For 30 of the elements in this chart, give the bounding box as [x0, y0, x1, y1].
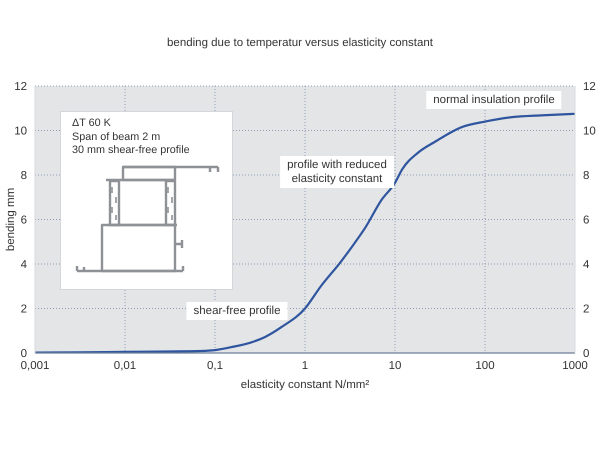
- y-tick-label: 10: [14, 126, 27, 138]
- y2-tick-label: 12: [583, 81, 596, 94]
- annotation: shear-free profile: [194, 304, 280, 318]
- y2-tick-label: 4: [583, 259, 590, 272]
- y-axis-title: bending mm: [5, 188, 17, 252]
- annotation: 30 mm shear-free profile: [72, 144, 190, 158]
- y-tick-label: 6: [20, 214, 27, 227]
- x-tick-label: 0,001: [20, 360, 50, 372]
- x-tick-label: 0,01: [114, 360, 136, 372]
- annotation: profile with reduced elasticity constant: [287, 158, 387, 186]
- y2-tick-label: 6: [583, 214, 590, 227]
- y-tick-label: 12: [14, 81, 27, 94]
- x-tick-label: 100: [475, 360, 495, 372]
- x-tick-label: 10: [388, 360, 402, 372]
- annotation: Span of beam 2 m: [72, 130, 162, 144]
- y2-tick-label: 10: [583, 126, 596, 138]
- y-tick-label: 0: [20, 348, 27, 360]
- x-axis-title: elasticity constant N/mm²: [240, 379, 370, 391]
- y-tick-label: 2: [20, 304, 27, 316]
- y2-tick-label: 0: [583, 348, 590, 360]
- y-tick-label: 8: [20, 170, 27, 182]
- annotation: normal insulation profile: [433, 93, 555, 107]
- y2-tick-label: 2: [583, 304, 590, 316]
- y-tick-label: 4: [20, 259, 28, 272]
- y2-tick-label: 8: [583, 170, 590, 182]
- annotation: ΔT 60 K: [72, 117, 112, 130]
- chart-title: bending due to temperatur versus elasticity constant: [167, 37, 433, 49]
- x-tick-label: 1: [302, 360, 308, 372]
- x-tick-label: 0,1: [207, 360, 223, 372]
- x-tick-label: 1000: [562, 360, 588, 372]
